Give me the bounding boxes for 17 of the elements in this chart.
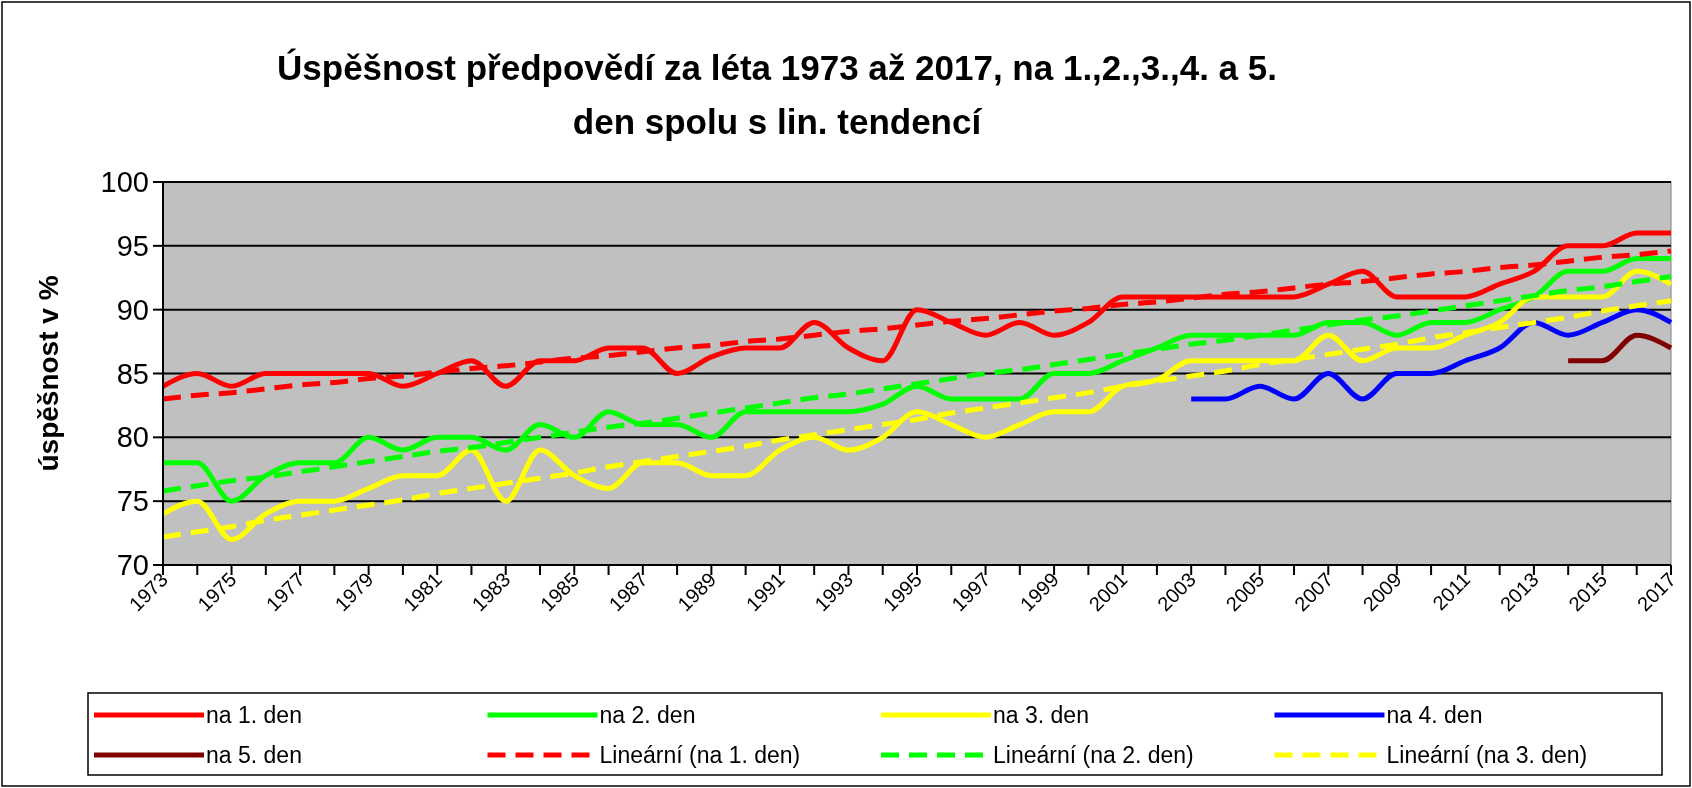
y-tick-label: 85	[116, 357, 149, 390]
legend-label: na 2. den	[599, 702, 696, 729]
y-tick-label: 80	[116, 421, 149, 454]
y-tick-label: 95	[116, 229, 149, 262]
legend-label: na 4. den	[1386, 702, 1483, 729]
legend-label: Lineární (na 2. den)	[993, 742, 1194, 769]
y-tick-label: 100	[100, 166, 149, 199]
chart-title: Úspěšnost předpovědí za léta 1973 až 2017, na 1.,2.,3.,4. a 5. den spolu s lin. tendencí	[277, 48, 1277, 141]
y-tick-label: 90	[116, 293, 149, 326]
y-tick-label: 70	[116, 549, 149, 582]
y-tick-label: 75	[116, 485, 149, 518]
y-axis-title: úspěšnost v %	[33, 275, 64, 472]
legend-label: na 3. den	[993, 702, 1089, 729]
legend-label: Lineární (na 1. den)	[599, 742, 801, 769]
legend-label: Lineární (na 3. den)	[1386, 742, 1588, 769]
legend-label: na 1. den	[206, 702, 302, 729]
legend-label: na 5. den	[206, 742, 302, 769]
